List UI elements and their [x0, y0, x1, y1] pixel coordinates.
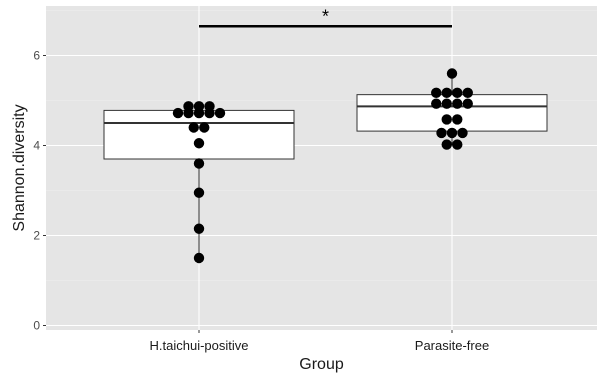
data-point	[452, 114, 463, 125]
data-point	[183, 107, 194, 119]
data-point	[172, 107, 184, 119]
data-point	[431, 87, 442, 99]
x-axis-title: Group	[299, 356, 344, 373]
data-point	[199, 122, 210, 133]
y-axis-ticks: 0 2 4 6	[33, 49, 46, 333]
y-axis-title: Shannon.diversity	[11, 104, 28, 231]
data-point	[452, 139, 463, 150]
box-iqr	[103, 109, 295, 160]
significance-label: *	[322, 6, 329, 26]
data-point	[452, 98, 463, 109]
x-axis-ticks: H.taichui-positive Parasite-free	[150, 330, 489, 353]
data-point	[452, 87, 463, 99]
data-point	[462, 87, 473, 99]
y-tick-label: 4	[33, 139, 40, 153]
plot-panel	[46, 6, 597, 330]
y-tick-label: 2	[33, 229, 40, 243]
data-point	[436, 127, 447, 139]
data-point	[214, 107, 226, 119]
data-point	[193, 107, 205, 119]
data-point	[441, 114, 452, 125]
data-point	[441, 87, 452, 99]
data-point	[193, 223, 205, 234]
data-point	[431, 98, 442, 109]
data-point	[204, 107, 215, 119]
significance-annotation: *	[199, 6, 452, 28]
box-iqr	[356, 94, 548, 132]
data-point	[188, 122, 199, 133]
x-tick-label: Parasite-free	[415, 338, 489, 353]
data-point	[193, 252, 205, 264]
y-tick-label: 6	[33, 49, 40, 63]
data-point	[446, 127, 458, 139]
data-point	[457, 127, 468, 139]
x-tick-label: H.taichui-positive	[150, 338, 249, 353]
y-tick-label: 0	[33, 319, 40, 333]
point-layer	[172, 68, 473, 264]
data-point	[193, 187, 205, 198]
data-point	[193, 138, 205, 149]
data-point	[441, 139, 452, 150]
data-point	[462, 98, 473, 109]
data-point	[446, 68, 458, 79]
box-layer	[103, 73, 548, 258]
data-point	[193, 158, 205, 169]
data-point	[441, 98, 452, 109]
